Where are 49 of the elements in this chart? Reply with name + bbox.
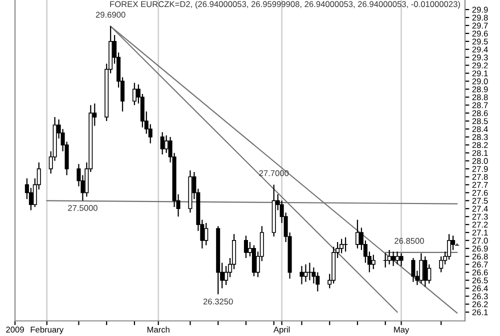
y-tick-label: 28.9 [472, 86, 488, 92]
y-tick-label: 28.1 [472, 150, 488, 156]
y-tick-label: 28.5 [472, 118, 488, 124]
y-tick-label: 29.5 [472, 38, 488, 45]
y-tick-label: 28.6 [472, 110, 488, 116]
y-tick-label: 29.9 [472, 6, 488, 13]
y-tick-label: 26.5 [472, 277, 488, 284]
annotation: 26.8500 [394, 238, 424, 244]
y-tick-label: 27.3 [472, 214, 488, 220]
y-tick-label: 28.7 [472, 102, 488, 108]
chart-title: FOREX EURCZK=D2, (26.94000053, 26.95999908, 26.94000053, 26.94000053, -0.01000023) [110, 0, 460, 9]
y-tick-label: 27.2 [472, 222, 488, 228]
annotation: 26.3250 [203, 298, 233, 304]
y-tick-label: 27.4 [472, 206, 488, 212]
y-tick-label: 28.8 [472, 94, 488, 100]
y-tick-label: 28.3 [472, 134, 488, 140]
annotation: 29.6900 [96, 12, 126, 18]
y-tick-label: 27.1 [472, 230, 488, 236]
y-tick-label: 27.7 [472, 182, 488, 188]
y-tick-label: 27.0 [472, 238, 488, 244]
y-tick-label: 28.0 [472, 158, 488, 164]
y-tick-label: 27.5 [472, 198, 488, 204]
y-tick-label: 26.7 [472, 262, 488, 268]
x-tick-label: February [30, 326, 64, 334]
y-tick-label: 26.9 [472, 246, 488, 252]
y-tick-label: 26.2 [472, 301, 488, 308]
y-tick-label: 29.4 [472, 46, 488, 52]
annotation: 27.5000 [68, 205, 98, 211]
y-tick-label: 26.8 [472, 254, 488, 260]
y-tick-label: 26.3 [472, 293, 488, 300]
y-tick-label: 27.8 [472, 174, 488, 180]
x-tick-label: 2009 [6, 326, 24, 333]
y-tick-label: 29.7 [472, 22, 488, 29]
y-tick-label: 29.3 [472, 54, 488, 60]
y-tick-label: 26.6 [472, 270, 488, 276]
y-tick-label: 29.2 [472, 62, 488, 68]
y-tick-label: 26.4 [472, 285, 488, 292]
y-tick-label: 27.9 [472, 166, 488, 172]
y-tick-label: 29.1 [472, 70, 488, 76]
y-tick-label: 29.0 [472, 78, 488, 84]
y-tick-label: 27.6 [472, 190, 488, 196]
y-tick-label: 26.1 [472, 309, 488, 316]
y-tick-label: 28.2 [472, 142, 488, 148]
y-tick-label: 29.8 [472, 14, 488, 21]
x-tick-label: May [394, 326, 410, 334]
y-tick-label: 28.4 [472, 126, 488, 132]
x-tick-label: March [147, 326, 170, 333]
y-tick-label: 29.6 [472, 30, 488, 37]
x-tick-label: April [273, 326, 290, 334]
